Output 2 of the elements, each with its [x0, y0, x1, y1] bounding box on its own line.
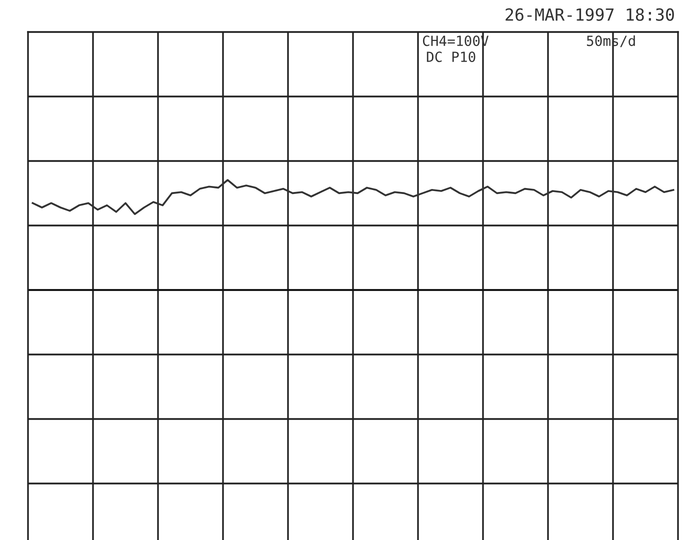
text: DC P10 — [426, 52, 476, 62]
chart-title: 26-MAR-1997 18:30 — [506, 8, 674, 21]
